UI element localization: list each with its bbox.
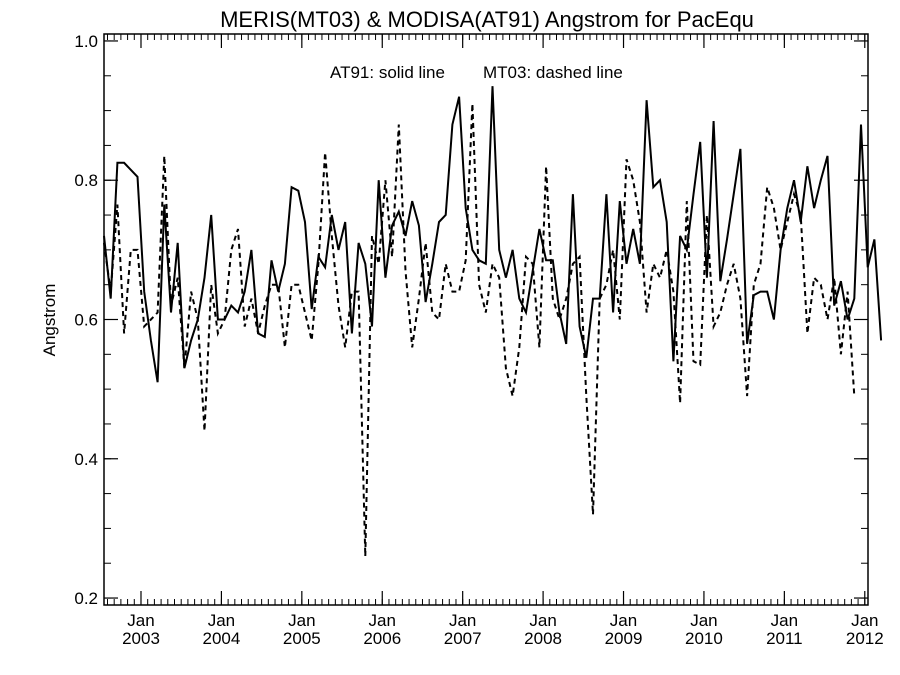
x-tick-label-year: 2005 (283, 629, 321, 648)
x-tick-label-month: Jan (771, 611, 798, 630)
series-line-mt03 (103, 103, 856, 557)
x-tick-label-year: 2009 (605, 629, 643, 648)
series-layer (103, 86, 883, 557)
x-tick-label-month: Jan (851, 611, 878, 630)
plot-frame (103, 33, 869, 606)
y-tick-label: 0.8 (74, 171, 98, 190)
y-tick-label: 1.0 (74, 32, 98, 51)
x-tick-label-year: 2003 (122, 629, 160, 648)
x-tick-label-month: Jan (369, 611, 396, 630)
x-tick-label-year: 2008 (524, 629, 562, 648)
x-tick-label-year: 2007 (444, 629, 482, 648)
x-tick-label-year: 2004 (203, 629, 241, 648)
x-tick-label-month: Jan (690, 611, 717, 630)
x-tick-label-year: 2006 (363, 629, 401, 648)
x-tick-label-month: Jan (610, 611, 637, 630)
x-tick-label-month: Jan (529, 611, 556, 630)
x-tick-label-year: 2010 (685, 629, 723, 648)
legend-annotation-solid: AT91: solid line (330, 63, 445, 82)
x-tick-label-month: Jan (288, 611, 315, 630)
axis-tick-labels: 0.20.40.60.81.0Jan2003Jan2004Jan2005Jan2… (74, 32, 883, 648)
axis-ticks (104, 34, 868, 605)
y-axis-label: Angstrom (40, 284, 59, 357)
y-tick-label: 0.2 (74, 589, 98, 608)
x-tick-label-month: Jan (449, 611, 476, 630)
x-tick-label-year: 2011 (766, 629, 803, 648)
x-tick-label-month: Jan (127, 611, 154, 630)
x-tick-label-year: 2012 (846, 629, 884, 648)
series-line-at91 (103, 86, 883, 383)
y-tick-label: 0.4 (74, 450, 98, 469)
y-tick-label: 0.6 (74, 311, 98, 330)
legend-annotation-dashed: MT03: dashed line (483, 63, 623, 82)
chart-title: MERIS(MT03) & MODISA(AT91) Angstrom for … (220, 7, 754, 32)
x-tick-label-month: Jan (208, 611, 235, 630)
